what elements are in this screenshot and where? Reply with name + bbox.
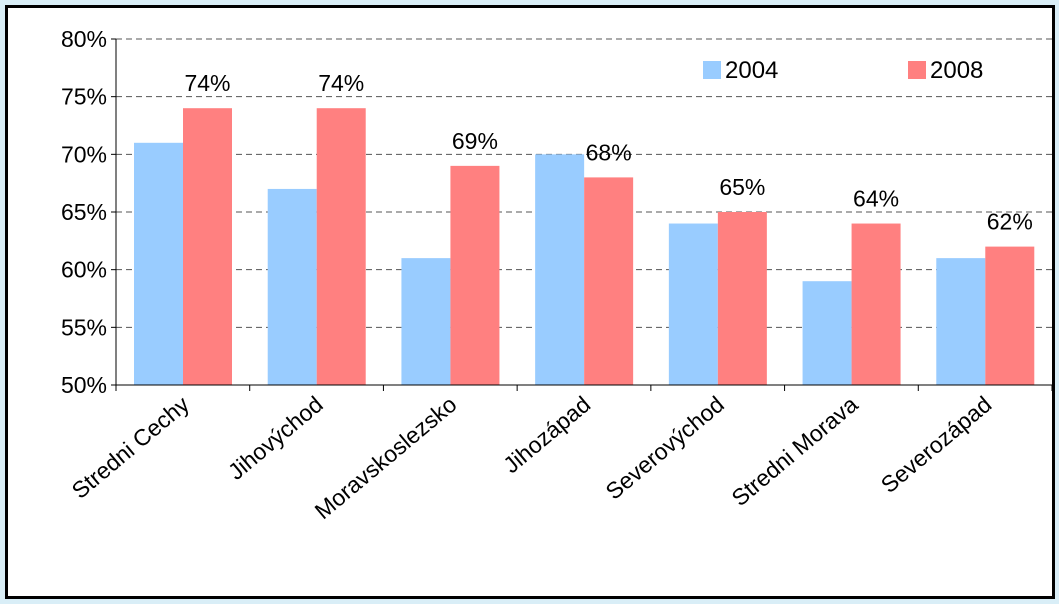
data-label: 64% (853, 186, 899, 212)
data-label: 74% (318, 70, 364, 96)
x-tick-label: Severovýchod (601, 391, 729, 505)
bar-2004 (401, 258, 451, 385)
x-tick-label: Jihozápad (498, 391, 595, 478)
x-tick-label: Severozápad (876, 391, 997, 498)
x-tick-label: Moravskoslezsko (310, 391, 462, 524)
bar-2004 (267, 188, 317, 385)
y-tick-label: 75% (61, 84, 107, 110)
legend-swatch-2004 (703, 61, 721, 79)
data-label: 65% (719, 174, 765, 200)
data-label: 74% (184, 70, 230, 96)
y-tick-label: 70% (61, 141, 107, 167)
legend-label-2004: 2004 (725, 57, 778, 84)
y-tick-label: 80% (61, 26, 107, 52)
bar-2008 (851, 223, 901, 385)
y-tick-label: 50% (61, 372, 107, 398)
legend-swatch-2008 (908, 61, 926, 79)
x-tick-label: Stredni Cechy (67, 391, 195, 504)
bar-2008 (316, 108, 366, 385)
data-label: 62% (987, 209, 1033, 235)
bar-2004 (134, 142, 183, 385)
x-tick-label: Jihovýchod (223, 391, 328, 485)
data-label: 69% (452, 128, 498, 154)
bar-chart: 50% 55% 60% 65% 70% 75% 80% Stredni Cechy Jihov… (61, 26, 1052, 525)
bar-2004 (802, 281, 852, 385)
legend-label-2008: 2008 (930, 57, 983, 84)
bar-2004 (535, 154, 585, 385)
bars (134, 108, 1035, 385)
bar-2008 (717, 212, 767, 385)
y-tick-label: 65% (61, 199, 107, 225)
x-tick-label: Stredni Morava (726, 391, 862, 511)
y-tick-labels: 50% 55% 60% 65% 70% 75% 80% (61, 26, 107, 398)
bar-2004 (936, 258, 986, 385)
y-tick-label: 55% (61, 314, 107, 340)
bar-2008 (183, 108, 232, 385)
bar-2008 (985, 246, 1035, 385)
data-labels: 74% 74% 69% 68% 65% 64% 62% (184, 70, 1032, 234)
y-tick-label: 60% (61, 257, 107, 283)
bar-2008 (450, 165, 500, 385)
legend: 2004 2008 (703, 57, 983, 84)
axes (111, 38, 1052, 391)
bar-2008 (584, 177, 634, 385)
data-label: 68% (586, 139, 632, 165)
bar-2004 (668, 223, 718, 385)
chart-frame: 50% 55% 60% 65% 70% 75% 80% Stredni Cechy Jihov… (5, 5, 1055, 599)
